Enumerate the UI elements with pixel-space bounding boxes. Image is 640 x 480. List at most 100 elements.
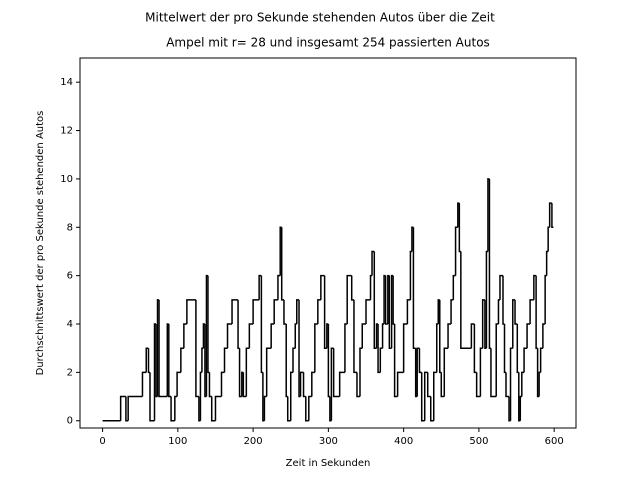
step-segment — [263, 395, 267, 421]
y-tick-label: 0 — [67, 416, 73, 427]
step-segment — [533, 274, 537, 300]
y-tick-label: 14 — [60, 77, 73, 88]
step-segment — [289, 371, 294, 421]
step-segment — [125, 396, 129, 422]
step-segment — [545, 250, 549, 276]
step-segment — [514, 299, 518, 325]
step-segment — [353, 299, 357, 374]
step-segment — [242, 372, 247, 398]
step-segment — [488, 178, 491, 349]
step-segment — [183, 323, 187, 349]
step-segment — [145, 347, 149, 373]
step-segment — [195, 299, 199, 398]
step-segment — [470, 323, 475, 349]
step-segment — [502, 275, 505, 325]
step-segment — [332, 348, 340, 398]
step-segment — [320, 274, 325, 300]
step-segment — [223, 347, 228, 373]
step-segment — [406, 299, 411, 325]
plot-frame — [79, 57, 577, 429]
step-segment — [538, 371, 541, 397]
step-segment — [473, 324, 477, 374]
step-segment — [373, 251, 377, 349]
step-segment — [302, 372, 306, 398]
step-segment — [280, 227, 284, 301]
y-tick-label: 8 — [67, 222, 73, 233]
x-tick-label: 200 — [244, 436, 263, 447]
step-segment — [359, 347, 363, 397]
step-segment — [544, 274, 547, 325]
step-segment — [317, 299, 321, 325]
y-tick-label: 6 — [67, 271, 73, 282]
step-segment — [149, 372, 155, 422]
y-tick-label: 2 — [67, 367, 73, 378]
step-segment — [523, 347, 528, 373]
step-segment — [299, 371, 304, 397]
step-segment — [285, 324, 288, 398]
step-segment — [277, 274, 281, 300]
step-segment — [418, 348, 422, 374]
step-segment — [369, 274, 373, 300]
step-segment — [512, 299, 516, 349]
step-segment — [429, 396, 434, 422]
step-segment — [273, 299, 278, 325]
step-segment — [388, 275, 392, 349]
chart-title: Mittelwert der pro Sekunde stehenden Aut… — [145, 11, 495, 25]
step-segment — [168, 324, 172, 398]
step-segment — [260, 275, 263, 374]
step-segment — [214, 395, 222, 421]
step-segment — [409, 250, 412, 300]
step-segment — [141, 371, 147, 397]
step-segment — [490, 348, 497, 398]
step-segment — [199, 371, 202, 421]
step-segment — [436, 323, 439, 373]
step-segment — [286, 396, 291, 422]
step-segment — [208, 372, 212, 398]
step-segment — [516, 324, 519, 374]
step-segment — [371, 250, 375, 276]
step-segment — [158, 299, 168, 398]
step-segment — [452, 274, 456, 300]
step-segment — [495, 323, 499, 397]
step-segment — [338, 371, 345, 397]
step-segment — [323, 275, 327, 349]
step-segment — [420, 372, 425, 422]
step-segment — [207, 275, 210, 374]
step-segment — [305, 396, 309, 422]
step-segment — [226, 323, 233, 349]
step-segment — [439, 299, 442, 374]
step-segment — [311, 371, 315, 397]
step-segment — [529, 299, 534, 325]
step-segment — [450, 299, 454, 325]
step-segment — [314, 323, 318, 373]
step-segment — [535, 275, 538, 349]
step-segment — [180, 347, 184, 373]
step-segment — [479, 347, 483, 397]
step-segment — [426, 372, 431, 398]
x-tick-label: 100 — [168, 436, 187, 447]
step-segment — [499, 274, 503, 300]
y-tick-label: 10 — [60, 174, 73, 185]
step-segment — [539, 347, 543, 373]
step-segment — [361, 323, 367, 349]
step-segment — [458, 203, 461, 253]
step-segment — [248, 323, 254, 349]
step-segment — [327, 324, 330, 398]
step-segment — [551, 203, 554, 229]
step-segment — [174, 395, 178, 421]
step-segment — [443, 347, 449, 397]
x-tick-label: 500 — [469, 436, 488, 447]
step-segment — [412, 227, 416, 349]
step-segment — [308, 395, 312, 421]
step-segment — [330, 347, 334, 421]
step-segment — [283, 299, 287, 325]
step-segment — [186, 299, 196, 325]
step-segment — [296, 299, 300, 325]
step-segment — [392, 275, 395, 325]
step-segment — [170, 396, 175, 422]
step-segment — [292, 347, 296, 373]
step-segment — [548, 202, 552, 228]
step-segment — [147, 348, 150, 374]
step-segment — [460, 251, 472, 349]
